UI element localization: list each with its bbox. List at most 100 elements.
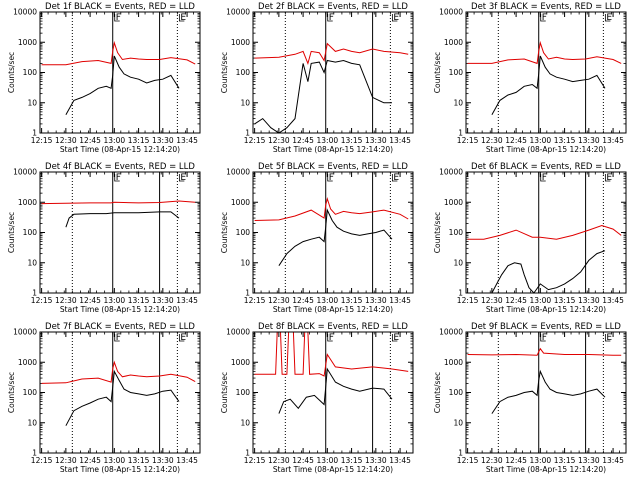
y-tick-label: 1 <box>458 449 463 458</box>
x-tick-label: 13:45 <box>602 136 624 145</box>
lld-series-line <box>467 40 622 65</box>
y-tick-label: 10000 <box>226 8 250 17</box>
y-tick-label: 100 <box>236 68 251 77</box>
interval-bracket <box>114 334 120 342</box>
chart-title: Det 6f BLACK = Events, RED = LLD <box>471 162 621 172</box>
y-tick-label: 10 <box>453 258 463 267</box>
events-series-line <box>65 211 180 228</box>
interval-marker-label: E <box>180 13 186 23</box>
chart-panel-1: Det 1f BLACK = Events, RED = LLD Counts/s… <box>7 2 201 154</box>
x-tick-label: 12:15 <box>244 456 266 465</box>
x-tick-label: 12:30 <box>268 296 290 305</box>
interval-bracket <box>327 14 333 22</box>
y-tick-label: 1000 <box>231 198 250 207</box>
x-tick-label: 12:15 <box>244 296 266 305</box>
y-tick-label: 100 <box>236 228 251 237</box>
interval-bracket <box>114 174 120 182</box>
y-tick-label: 1000 <box>231 358 250 367</box>
lld-series-line <box>467 347 622 356</box>
x-tick-label: 13:00 <box>317 296 339 305</box>
x-tick-label: 13:15 <box>554 296 576 305</box>
x-tick-label: 12:30 <box>481 296 503 305</box>
events-series-line <box>278 208 393 266</box>
y-tick-label: 10000 <box>439 168 463 177</box>
plot-frame <box>465 171 627 294</box>
y-axis-label: Counts/sec <box>433 52 442 93</box>
x-tick-label: 13:00 <box>530 136 552 145</box>
interval-marker-label: E <box>606 13 612 23</box>
x-tick-label: 12:45 <box>79 456 101 465</box>
interval-bracket <box>540 174 546 182</box>
x-tick-label: 13:30 <box>152 296 174 305</box>
y-tick-label: 1 <box>32 449 37 458</box>
x-tick-label: 12:15 <box>457 296 479 305</box>
x-tick-label: 12:15 <box>31 136 53 145</box>
interval-bracket <box>178 14 185 22</box>
events-series-line <box>65 55 180 116</box>
y-tick-label: 100 <box>23 388 38 397</box>
interval-marker-label: F <box>116 13 121 23</box>
lld-series-line <box>467 224 622 240</box>
x-axis-label: Start Time (08-Apr-15 12:14:20) <box>486 305 606 314</box>
lld-series-line <box>41 40 196 66</box>
x-axis-label: Start Time (08-Apr-15 12:14:20) <box>486 145 606 154</box>
x-tick-label: 12:45 <box>292 296 314 305</box>
y-tick-label: 10 <box>240 98 250 107</box>
x-tick-label: 12:45 <box>505 456 527 465</box>
events-series-line <box>278 367 393 414</box>
plot-frame <box>39 11 201 134</box>
interval-bracket <box>178 334 185 342</box>
y-tick-label: 10 <box>27 98 37 107</box>
events-series-line <box>491 250 606 294</box>
x-tick-label: 12:45 <box>505 296 527 305</box>
plot-frame <box>465 11 627 134</box>
events-series-line <box>491 369 606 414</box>
interval-bracket <box>604 14 611 22</box>
interval-marker-label: F <box>542 333 547 343</box>
x-tick-label: 13:45 <box>176 456 198 465</box>
chart-panel-5: Det 5f BLACK = Events, RED = LLD Counts/s… <box>220 162 414 314</box>
y-tick-label: 100 <box>236 388 251 397</box>
y-tick-label: 100 <box>23 68 38 77</box>
x-tick-label: 12:30 <box>55 456 77 465</box>
x-tick-label: 13:00 <box>104 296 126 305</box>
interval-marker-label: F <box>542 173 547 183</box>
x-tick-label: 12:45 <box>292 136 314 145</box>
plot-frame <box>252 171 414 294</box>
x-tick-label: 13:15 <box>554 136 576 145</box>
y-tick-label: 1 <box>245 449 250 458</box>
x-axis-label: Start Time (08-Apr-15 12:14:20) <box>273 465 393 474</box>
interval-marker-label: E <box>393 173 399 183</box>
y-tick-label: 100 <box>449 68 464 77</box>
plot-frame <box>39 331 201 454</box>
x-tick-label: 12:15 <box>31 456 53 465</box>
chart-title: Det 4f BLACK = Events, RED = LLD <box>45 162 195 172</box>
x-tick-label: 12:30 <box>268 136 290 145</box>
chart-title: Det 9f BLACK = Events, RED = LLD <box>471 322 621 332</box>
x-tick-label: 13:30 <box>365 296 387 305</box>
x-tick-label: 13:00 <box>530 456 552 465</box>
events-series-line <box>65 369 180 426</box>
y-tick-label: 1000 <box>231 38 250 47</box>
x-tick-label: 13:15 <box>341 296 363 305</box>
interval-marker-label: E <box>180 173 186 183</box>
x-tick-label: 12:30 <box>481 456 503 465</box>
y-axis-label: Counts/sec <box>7 212 16 253</box>
events-series-line <box>254 59 392 134</box>
y-tick-label: 1000 <box>444 358 463 367</box>
interval-bracket <box>540 334 546 342</box>
y-tick-label: 10 <box>453 98 463 107</box>
y-tick-label: 1000 <box>444 38 463 47</box>
x-tick-label: 12:30 <box>55 136 77 145</box>
chart-panel-7: Det 7f BLACK = Events, RED = LLD Counts/s… <box>7 322 201 474</box>
chart-title: Det 1f BLACK = Events, RED = LLD <box>45 2 195 12</box>
x-tick-label: 13:00 <box>104 136 126 145</box>
x-tick-label: 13:15 <box>128 296 150 305</box>
x-tick-label: 13:30 <box>578 456 600 465</box>
y-axis-label: Counts/sec <box>220 52 229 93</box>
x-axis-label: Start Time (08-Apr-15 12:14:20) <box>60 145 180 154</box>
x-axis-label: Start Time (08-Apr-15 12:14:20) <box>273 145 393 154</box>
chart-title: Det 3f BLACK = Events, RED = LLD <box>471 2 621 12</box>
x-tick-label: 13:45 <box>389 136 411 145</box>
